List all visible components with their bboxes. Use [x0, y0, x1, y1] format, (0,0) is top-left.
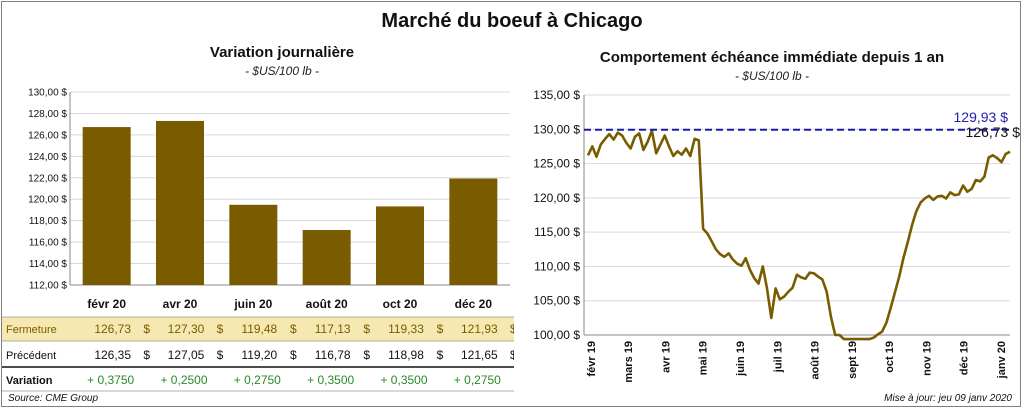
left-ytick-label: 128,00 $	[28, 109, 67, 120]
variation-cell: + 0,2750	[454, 373, 501, 387]
update-note: Mise à jour: jeu 09 janv 2020	[884, 393, 1012, 404]
fermeture-row-label: Fermeture	[6, 324, 57, 336]
precedent-currency: $	[437, 348, 444, 362]
last-value-label: 126,73 $	[966, 124, 1021, 140]
bar-2	[229, 204, 278, 285]
right-xtick-label: août 19	[810, 341, 822, 380]
variation-cell: + 0,2500	[160, 373, 207, 387]
fermeture-cell: 119,33	[388, 322, 424, 336]
right-line-chart: 100,00 $ 105,00 $ 110,00 $ 115,00 $ 120,00 $…	[533, 88, 1021, 383]
left-ytick-label: 114,00 $	[29, 259, 68, 270]
right-ytick-label: 100,00 $	[533, 328, 580, 342]
left-chart-title: Variation journalière	[209, 44, 355, 61]
right-chart-unit: - $US/100 lb -	[734, 69, 810, 83]
right-xtick-label: févr 19	[586, 341, 598, 376]
fermeture-currency: $	[290, 322, 297, 336]
left-ytick-label: 118,00 $	[29, 216, 68, 227]
left-ytick-label: 112,00 $	[29, 281, 68, 292]
bar-4	[376, 206, 424, 285]
right-xtick-label: oct 19	[884, 341, 896, 373]
precedent-currency: $	[510, 348, 514, 362]
right-ytick-label: 135,00 $	[533, 88, 580, 102]
bar-0	[82, 127, 131, 285]
right-ytick-label: 110,00 $	[534, 259, 580, 273]
precedent-currency: $	[217, 348, 224, 362]
fermeture-currency: $	[143, 322, 150, 336]
variation-cell: + 0,3500	[307, 373, 354, 387]
source-note: Source: CME Group	[8, 393, 99, 404]
fermeture-cell: 127,30	[168, 322, 205, 336]
right-chart-title: Comportement échéance immédiate depuis 1…	[599, 49, 945, 66]
fermeture-cell: 126,73	[94, 322, 131, 336]
right-ytick-label: 120,00 $	[533, 191, 580, 205]
right-xtick-label: nov 19	[921, 341, 933, 376]
right-xtick-label: déc 19	[959, 341, 971, 375]
variation-cell: + 0,3500	[380, 373, 427, 387]
fermeture-currency: $	[437, 322, 444, 336]
right-ytick-label: 130,00 $	[533, 122, 580, 136]
left-xtick-label: juin 20	[233, 297, 272, 311]
left-ytick-label: 116,00 $	[29, 238, 68, 249]
right-xtick-label: juin 19	[735, 341, 747, 377]
left-xtick-label: août 20	[306, 297, 348, 311]
right-xtick-label: mars 19	[623, 341, 635, 383]
left-ytick-label: 130,00 $	[28, 88, 67, 99]
variation-cell: + 0,3750	[87, 373, 134, 387]
fermeture-currency: $	[363, 322, 370, 336]
precedent-currency: $	[290, 348, 297, 362]
left-ytick-label: 122,00 $	[28, 173, 67, 184]
left-xtick-label: oct 20	[383, 297, 418, 311]
right-ytick-label: 125,00 $	[533, 157, 580, 171]
left-chart-unit: - $US/100 lb -	[244, 64, 320, 78]
fermeture-cell: 121,93	[461, 322, 498, 336]
precedent-cell: 119,20	[241, 348, 277, 362]
precedent-currency: $	[363, 348, 370, 362]
bar-5	[449, 178, 498, 285]
right-xtick-label: juil 19	[772, 341, 784, 373]
fermeture-cell: 117,13	[315, 322, 351, 336]
reference-value-label: 129,93 $	[954, 109, 1009, 125]
right-xtick-label: sept 19	[847, 341, 859, 379]
left-xtick-label: avr 20	[163, 297, 198, 311]
right-ytick-label: 105,00 $	[533, 294, 580, 308]
precedent-cell: 116,78	[315, 348, 351, 362]
variation-row-label: Variation	[6, 375, 53, 387]
price-series-line	[586, 129, 1011, 341]
left-ytick-label: 126,00 $	[28, 130, 67, 141]
fermeture-currency: $	[217, 322, 224, 336]
left-ytick-label: 120,00 $	[28, 195, 67, 206]
right-ytick-label: 115,00 $	[534, 225, 580, 239]
precedent-cell: 118,98	[388, 348, 424, 362]
left-ytick-label: 124,00 $	[28, 152, 67, 163]
right-xtick-label: mai 19	[698, 341, 710, 375]
precedent-cell: 121,65	[461, 348, 498, 362]
right-xtick-label: janv 20	[996, 341, 1008, 379]
precedent-cell: 127,05	[168, 348, 205, 362]
precedent-cell: 126,35	[94, 348, 131, 362]
left-bar-chart: 112,00 $ 114,00 $ 116,00 $ 118,00 $ 120,00 $…	[2, 88, 514, 392]
fermeture-row-bg	[2, 317, 514, 341]
left-xtick-label: févr 20	[87, 297, 126, 311]
left-xtick-label: déc 20	[455, 297, 493, 311]
fermeture-cell: 119,48	[241, 322, 277, 336]
variation-cell: + 0,2750	[234, 373, 281, 387]
bar-1	[156, 120, 204, 285]
page-title: Marché du boeuf à Chicago	[381, 10, 643, 32]
fermeture-currency: $	[510, 322, 514, 336]
precedent-row-label: Précédent	[6, 350, 56, 362]
right-xtick-label: avr 19	[660, 341, 672, 373]
precedent-currency: $	[143, 348, 150, 362]
bar-3	[302, 229, 351, 285]
